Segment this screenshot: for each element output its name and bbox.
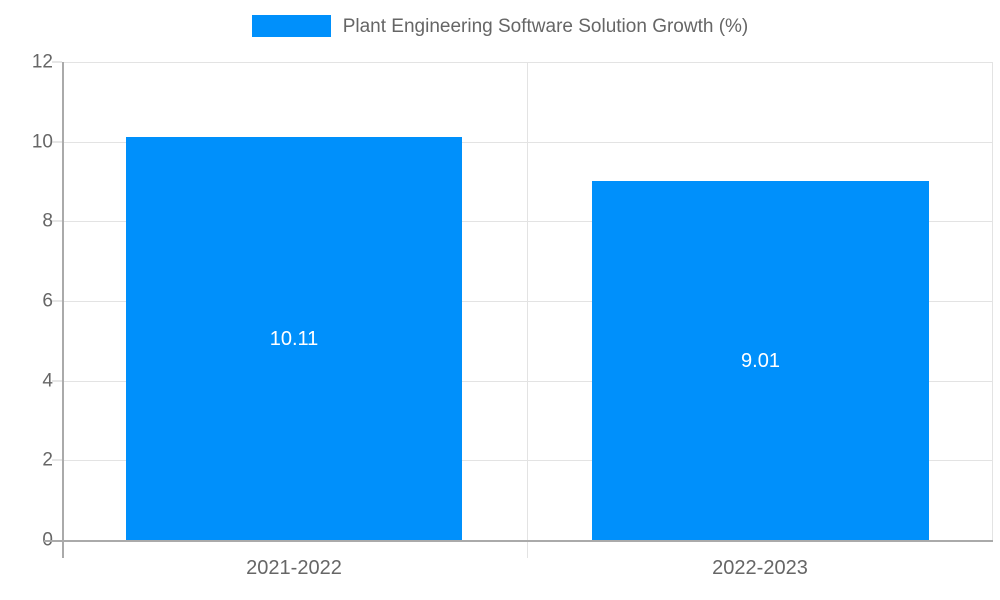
x-tick-label-2021-2022: 2021-2022 xyxy=(246,557,342,579)
y-axis: 12 10 8 6 4 2 0 xyxy=(0,0,62,600)
y-tick-label-12: 12 xyxy=(31,51,53,73)
y-axis-line xyxy=(62,62,64,540)
gridline-x-category-divider xyxy=(527,62,528,558)
y-tick-mark-8 xyxy=(52,220,62,222)
bar-2021-2022[interactable] xyxy=(126,137,462,540)
bar-value-label-2021-2022: 10.11 xyxy=(269,328,319,350)
y-tick-label-4: 4 xyxy=(42,370,53,392)
y-tick-mark-12 xyxy=(52,61,62,63)
chart-legend: Plant Engineering Software Solution Grow… xyxy=(0,0,1000,58)
y-tick-label-10: 10 xyxy=(31,131,53,153)
bar-value-label-2022-2023: 9.01 xyxy=(741,350,780,372)
bar-2022-2023[interactable] xyxy=(592,181,929,540)
y-tick-label-6: 6 xyxy=(42,290,53,312)
plot-right-border xyxy=(992,62,993,540)
y-tick-label-2: 2 xyxy=(42,449,53,471)
x-tick-label-2022-2023: 2022-2023 xyxy=(712,557,808,579)
y-tick-mark-10 xyxy=(52,141,62,143)
legend-color-swatch-icon xyxy=(251,15,331,37)
y-tick-mark-2 xyxy=(52,459,62,461)
y-tick-label-8: 8 xyxy=(42,210,53,232)
legend-label: Plant Engineering Software Solution Grow… xyxy=(342,15,749,37)
legend-item-growth[interactable]: Plant Engineering Software Solution Grow… xyxy=(251,15,749,37)
y-axis-origin-tick xyxy=(62,540,64,558)
y-tick-mark-4 xyxy=(52,380,62,382)
plot-area: 10.11 9.01 xyxy=(62,62,993,558)
x-axis-line xyxy=(44,540,993,542)
y-tick-mark-6 xyxy=(52,300,62,302)
